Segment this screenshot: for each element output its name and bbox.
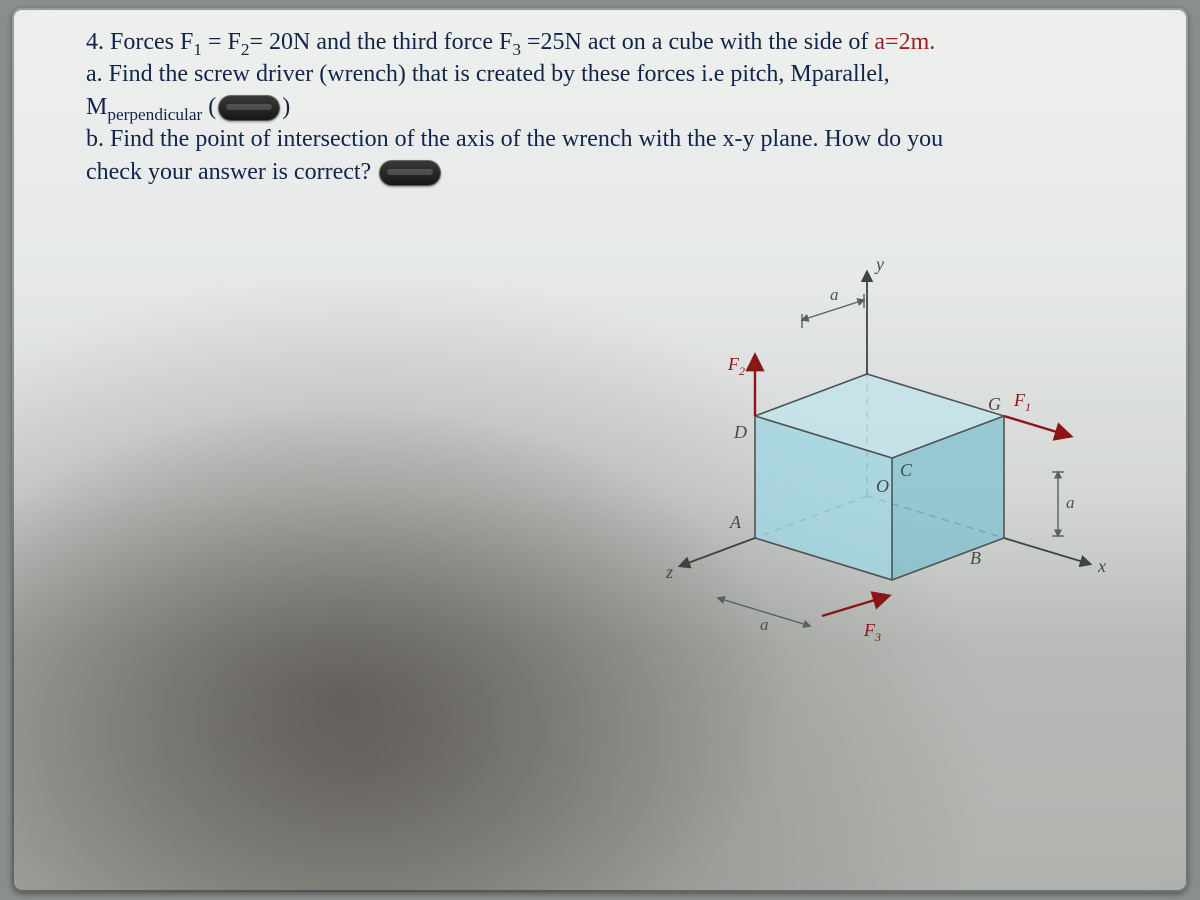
cube-svg: x y z O A B C D G a a a F1 F2 F3 [652,238,1132,668]
label-O: O [876,476,889,496]
problem-text: 4. Forces F1 = F2= 20N and the third for… [86,26,1128,188]
dim-label-top: a [830,285,839,304]
label-B: B [970,548,981,568]
txt: Forces F [110,29,193,55]
force-f3 [822,596,888,616]
force-f1 [1004,416,1070,436]
sub-1: 1 [193,40,202,59]
label-F3: F3 [863,620,881,644]
sub-perp: perpendicular [107,105,202,124]
cube-diagram: x y z O A B C D G a a a F1 F2 F3 [652,238,1132,668]
axis-x [1004,538,1090,564]
problem-line-1: 4. Forces F1 = F2= 20N and the third for… [86,26,1128,58]
photo-frame: 4. Forces F1 = F2= 20N and the third for… [12,8,1188,892]
label-x: x [1097,556,1106,576]
problem-line-3: Mperpendicular () [86,91,1128,123]
txt: = 20N and the third force F [250,29,513,55]
dim-label-z: a [760,615,769,634]
txt: =25N act on a cube with the side of [521,29,874,55]
txt: ( [202,94,216,120]
problem-line-2: a. Find the screw driver (wrench) that i… [86,58,1128,90]
label-C: C [900,460,913,480]
given-a: a=2m. [874,29,935,55]
sub-3: 3 [512,40,521,59]
problem-line-5: check your answer is correct? [86,156,1128,188]
label-D: D [733,422,747,442]
txt: M [86,94,107,120]
label-A: A [729,512,742,532]
points-badge-icon [379,160,441,186]
label-y: y [874,254,884,274]
problem-number: 4. [86,29,104,55]
label-F1: F1 [1013,390,1031,414]
txt: check your answer is correct? [86,159,371,185]
label-G: G [988,394,1001,414]
txt: = F [202,29,241,55]
axis-z [680,538,755,566]
dim-label-side: a [1066,493,1075,512]
sub-2: 2 [241,40,250,59]
txt: ) [282,94,290,120]
label-z: z [665,562,673,582]
label-F2: F2 [727,354,745,378]
problem-line-4: b. Find the point of intersection of the… [86,123,1128,155]
points-badge-icon [218,95,280,121]
